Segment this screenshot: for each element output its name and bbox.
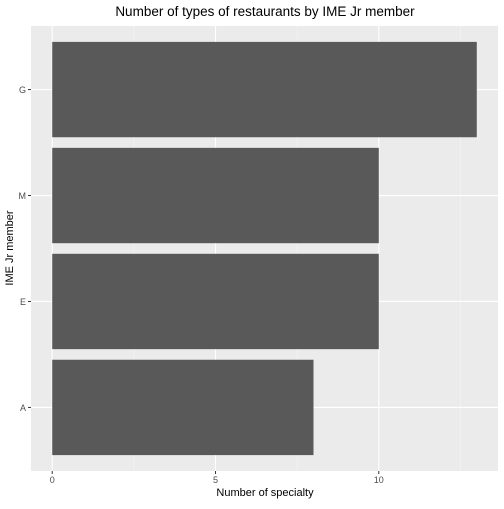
y-tick-label: G — [19, 85, 26, 95]
x-tick-label: 10 — [374, 475, 384, 485]
x-axis-title: Number of specialty — [216, 487, 314, 499]
y-axis: A E M G — [19, 85, 31, 413]
chart-title: Number of types of restaurants by IME Jr… — [115, 4, 415, 19]
y-tick-label: A — [20, 403, 26, 413]
x-tick-label: 5 — [213, 475, 218, 485]
x-axis: 0 5 10 — [50, 471, 384, 485]
x-tick-label: 0 — [50, 475, 55, 485]
y-tick-label: M — [19, 191, 27, 201]
bar-M — [52, 147, 379, 244]
bar-A — [52, 359, 314, 456]
y-axis-title: IME Jr member — [4, 210, 16, 286]
bars — [52, 41, 477, 456]
bar-E — [52, 253, 379, 350]
bar-G — [52, 41, 477, 138]
y-tick-label: E — [20, 297, 26, 307]
